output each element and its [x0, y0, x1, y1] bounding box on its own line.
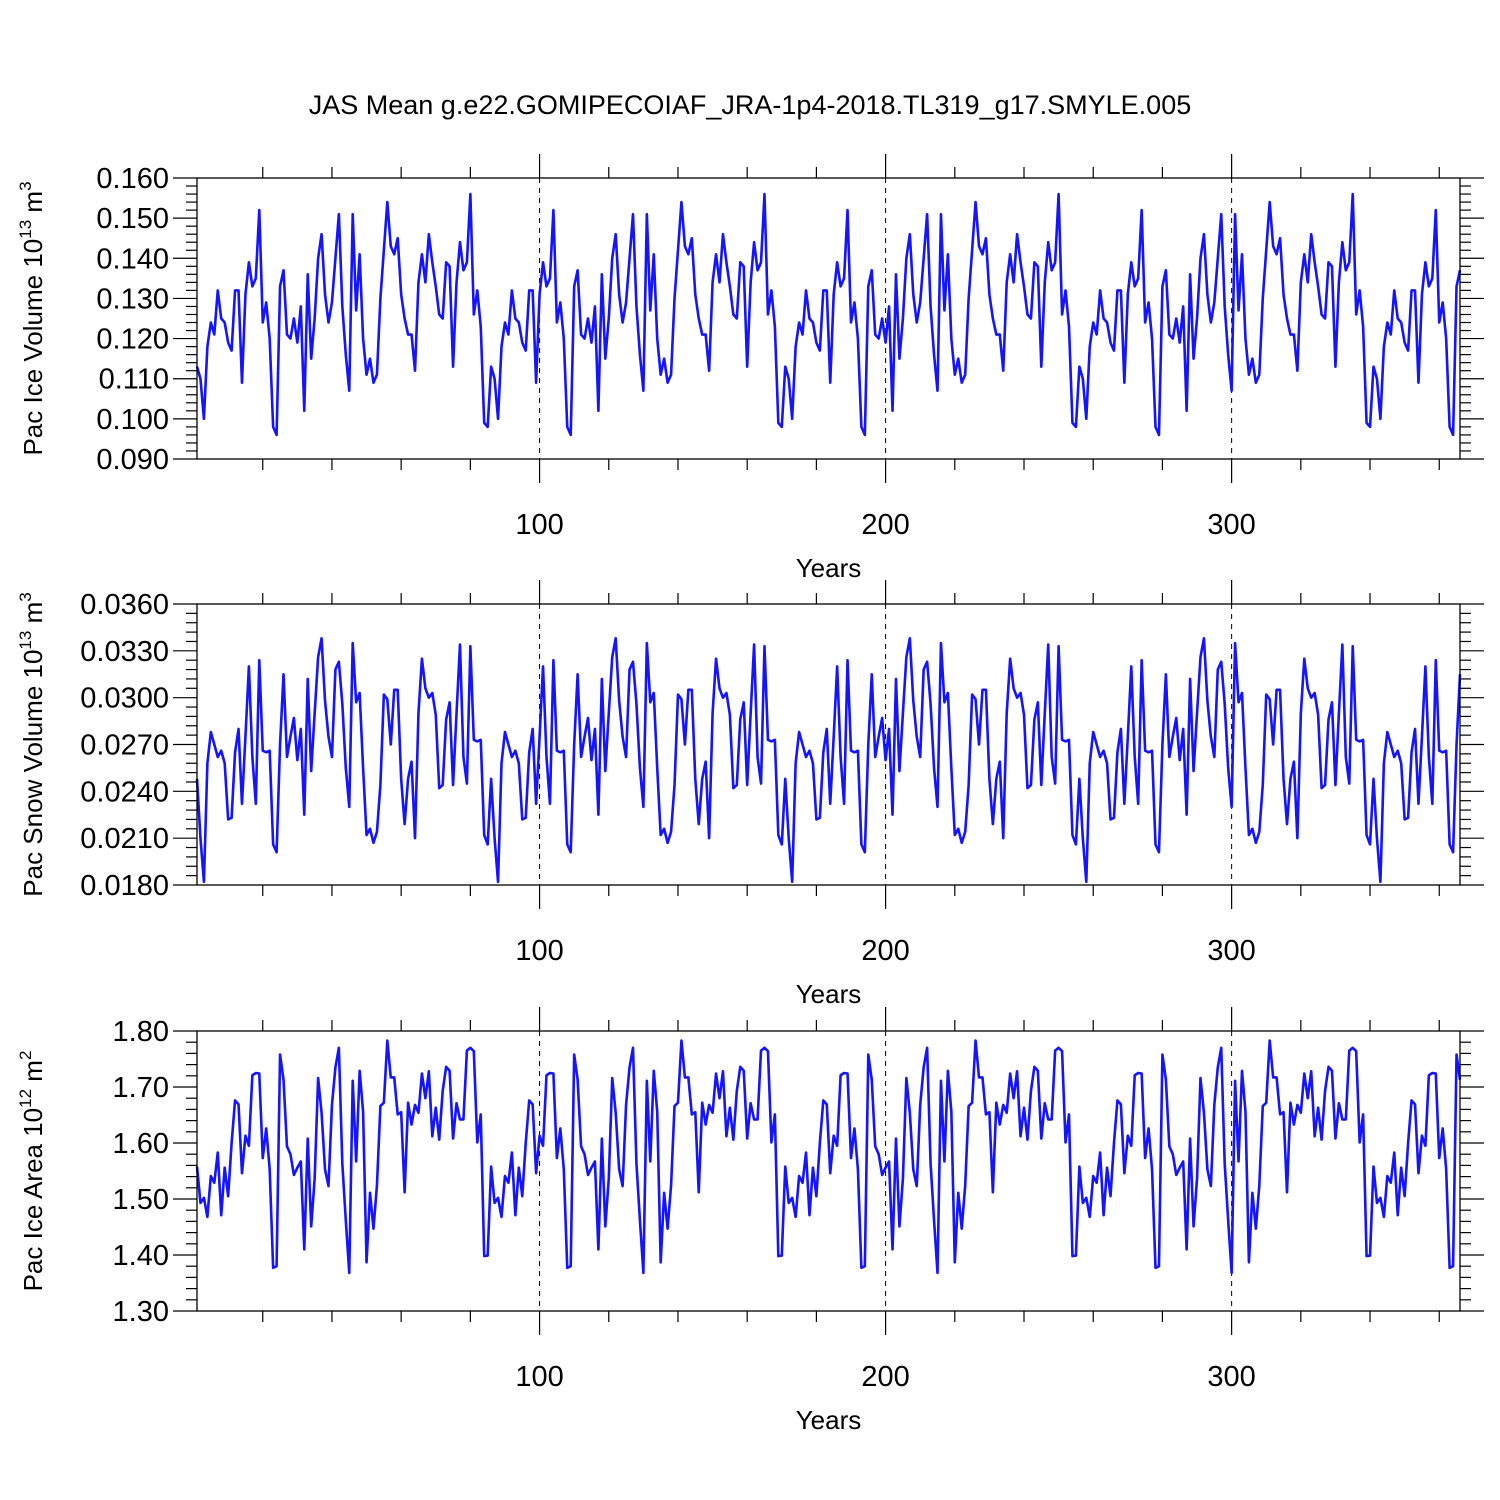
y-axis-label-exponent: 13 [16, 631, 35, 650]
series-line [195, 192, 1462, 437]
xtick-label: 300 [1207, 935, 1255, 967]
ytick-label: 0.120 [96, 324, 169, 356]
ytick-label: 0.130 [96, 283, 169, 315]
ytick-label: 0.0300 [80, 683, 169, 715]
xtick-label: 300 [1207, 1361, 1255, 1393]
xtick-label: 100 [515, 935, 563, 967]
y-axis-label-text: Pac Ice Volume 10 [18, 239, 48, 456]
figure-title: JAS Mean g.e22.GOMIPECOIAF_JRA-1p4-2018.… [309, 90, 1191, 120]
ytick-label: 0.0330 [80, 636, 169, 668]
ytick-label: 0.0270 [80, 730, 169, 762]
x-axis-label: Years [796, 1405, 862, 1435]
ytick-label: 0.0240 [80, 776, 169, 808]
plot-frame [196, 177, 1461, 460]
x-axis-label: Years [796, 979, 862, 1009]
ytick-label: 0.0180 [80, 870, 169, 902]
panels: 0.090 0.100 0.110 0.120 0.130 0.140 0.150 0.160… [16, 154, 1484, 1435]
ytick-label: 0.150 [96, 203, 169, 235]
xtick-label: 100 [515, 1361, 563, 1393]
y-axis-label-exponent: 12 [16, 1089, 35, 1108]
ytick-label: 1.70 [113, 1072, 169, 1104]
ytick-label: 0.160 [96, 163, 169, 195]
ytick-label: 0.0360 [80, 589, 169, 621]
y-axis-label: Pac Snow Volume 1013 m3 [16, 592, 48, 896]
ytick-label: 1.30 [113, 1296, 169, 1328]
ytick-label: 0.0210 [80, 823, 169, 855]
y-axis-label-exponent: 13 [16, 220, 35, 239]
y-axis-label: Pac Ice Area 1012 m2 [16, 1051, 48, 1292]
ytick-label: 0.100 [96, 404, 169, 436]
xtick-label: 200 [861, 1361, 909, 1393]
plot-frame [196, 1030, 1461, 1312]
panel-1: 0.090 0.100 0.110 0.120 0.130 0.140 0.150 0.160… [16, 154, 1484, 583]
y-axis-label-unit: m [18, 1060, 48, 1089]
panel-2: 0.0180 0.0210 0.0240 0.0270 0.0300 0.0330 0.03… [16, 580, 1484, 1009]
ytick-label: 1.60 [113, 1128, 169, 1160]
panel-3: 1.30 1.40 1.50 1.60 1.70 1.80 100 200 300 Years Pa… [16, 1007, 1484, 1435]
ytick-label: 1.80 [113, 1016, 169, 1048]
y-axis-label-unit-exponent: 3 [16, 181, 35, 190]
ytick-label: 1.40 [113, 1240, 169, 1272]
x-axis-label: Years [796, 553, 862, 583]
ytick-label: 0.110 [99, 364, 169, 396]
y-axis-label-unit-exponent: 2 [16, 1051, 35, 1060]
y-axis-label-unit: m [18, 191, 48, 220]
xtick-label: 300 [1207, 509, 1255, 541]
ytick-label: 0.140 [96, 243, 169, 275]
y-axis-label-text: Pac Ice Area 10 [18, 1108, 48, 1292]
ytick-label: 1.50 [113, 1184, 169, 1216]
xtick-label: 200 [861, 509, 909, 541]
y-axis-label-unit-exponent: 3 [16, 592, 35, 601]
ytick-label: 0.090 [96, 444, 169, 476]
xtick-label: 100 [515, 509, 563, 541]
y-axis-label-text: Pac Snow Volume 10 [18, 650, 48, 897]
y-axis-label-unit: m [18, 602, 48, 631]
series-line [195, 1039, 1462, 1275]
y-axis-label: Pac Ice Volume 1013 m3 [16, 181, 48, 455]
xtick-label: 200 [861, 935, 909, 967]
series-line [195, 637, 1462, 884]
